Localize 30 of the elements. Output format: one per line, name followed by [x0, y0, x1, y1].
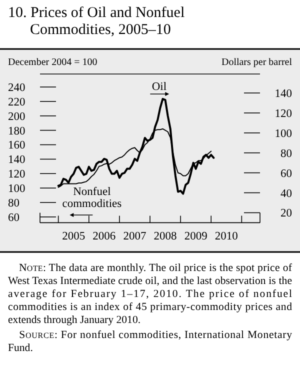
legend-label: Nonfuel commodities [62, 186, 122, 210]
y-tick-label: 240 [8, 82, 26, 94]
y2-tick-label: 20 [280, 208, 292, 220]
y-tick-label: 200 [8, 110, 26, 123]
y-tick-label: 180 [8, 125, 26, 138]
y2-tick-label: 140 [274, 88, 292, 100]
x-tick-label: 2009 [184, 230, 208, 243]
chart-title: 10. Prices of Oil and Nonfuel Commodities, 2005–10 [8, 5, 185, 38]
y-tick-label: 120 [8, 168, 26, 181]
text: Source: For nonfuel commodities, International Monetary Fund. [8, 329, 292, 354]
x-tick-label: 2010 [214, 230, 238, 243]
y-tick-label: 100 [8, 183, 26, 196]
text: Note: The data are monthly. The oil price is the spot price of West Texas Intermediate crude oil, and the last observation is the average for February 1–17, 2010. The price of nonfuel commodities is an index of 45 primary-commodity prices and extends through January 2010. [8, 262, 293, 326]
y2-tick-label: 80 [280, 148, 292, 160]
y-axis-title: December 2004 = 100 [8, 57, 98, 68]
y-tick-label: 60 [8, 212, 20, 224]
y2-tick-label: 100 [274, 128, 292, 140]
y2-tick-label: 40 [280, 188, 292, 200]
y2-tick-label: 120 [274, 108, 292, 120]
y-tick-label: 140 [8, 154, 26, 166]
y2-tick-label: 60 [280, 168, 292, 180]
x-tick-label: 2007 [123, 230, 146, 243]
series-label: Oil [152, 81, 167, 93]
x-tick-label: 2008 [154, 230, 178, 243]
y-tick-label: 220 [8, 96, 26, 108]
y-tick-label: 160 [8, 140, 26, 152]
x-tick-label: 2005 [62, 230, 86, 243]
x-tick-label: 2006 [92, 230, 116, 243]
y2-axis-title: Dollars per barrel [221, 57, 292, 68]
y-tick-label: 80 [8, 197, 20, 210]
